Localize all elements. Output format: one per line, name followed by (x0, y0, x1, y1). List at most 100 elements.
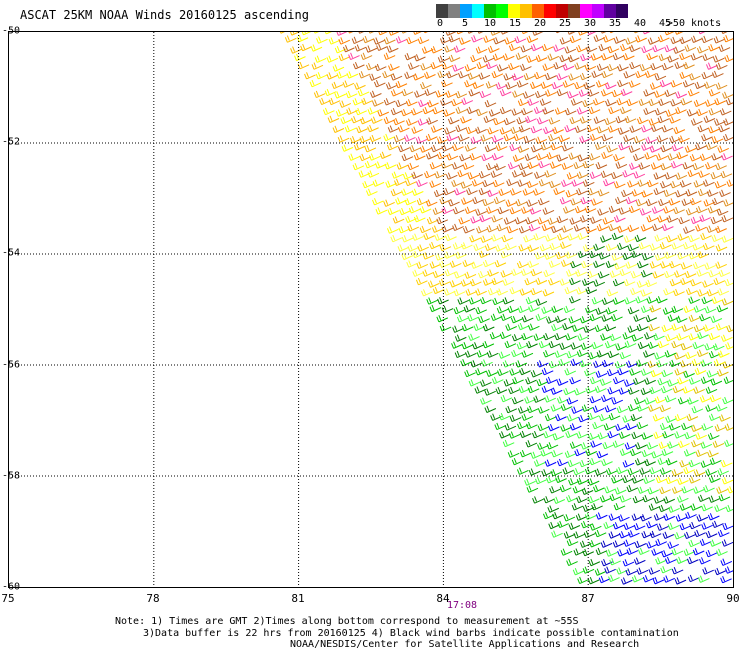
wind-barb (304, 72, 316, 80)
wind-barb (475, 126, 487, 134)
wind-barb (526, 55, 538, 63)
wind-barb (609, 32, 614, 34)
wind-barb (649, 530, 662, 539)
wind-barb (679, 360, 692, 368)
wind-barb (604, 324, 617, 332)
wind-barb (633, 135, 646, 144)
wind-barb (496, 288, 509, 296)
wind-barb (362, 35, 375, 44)
wind-barb (490, 170, 503, 178)
wind-barb (465, 350, 477, 358)
wind-barb (617, 79, 629, 88)
wind-barb (692, 162, 705, 171)
wind-barb (711, 234, 724, 243)
wind-barb (383, 98, 396, 106)
wind-barb (674, 431, 686, 439)
wind-barb (537, 406, 550, 414)
wind-barb (444, 251, 456, 259)
wind-barb (640, 270, 653, 278)
wind-barb (431, 225, 444, 233)
wind-barb (607, 350, 620, 359)
wind-barb (661, 63, 674, 71)
wind-barb (664, 270, 676, 279)
wind-barb (633, 557, 646, 565)
wind-barb (653, 187, 666, 196)
wind-barb (644, 377, 656, 385)
wind-barb (602, 441, 615, 450)
wind-barb (606, 368, 619, 377)
wind-barb (461, 323, 474, 332)
wind-barb (369, 134, 382, 143)
wind-barb (452, 64, 464, 72)
wind-barb (461, 197, 473, 205)
wind-barb (710, 315, 723, 323)
wind-barb (365, 188, 378, 196)
wind-barb (520, 45, 533, 53)
wind-barb (526, 35, 539, 43)
wind-barb (348, 32, 354, 34)
wind-barb (496, 64, 509, 72)
wind-barb (650, 369, 663, 378)
wind-barb (476, 226, 488, 234)
wind-barb (559, 278, 572, 286)
wind-barb (712, 197, 724, 206)
wind-barb (707, 206, 720, 214)
wind-barb (591, 341, 604, 350)
wind-barb (681, 422, 693, 431)
wind-barb (525, 377, 537, 385)
wind-barb (348, 52, 360, 60)
wind-barb (667, 441, 679, 449)
wind-barb (717, 369, 729, 377)
wind-barb (708, 475, 721, 483)
wind-barb (571, 406, 583, 414)
wind-barb (579, 359, 592, 368)
wind-barb (613, 154, 625, 162)
wind-barb (585, 45, 598, 53)
wind-barb (377, 109, 390, 117)
wind-barb (600, 235, 612, 243)
wind-barb (600, 540, 613, 548)
wind-barb (556, 378, 569, 386)
wind-barb (455, 91, 468, 99)
wind-barb (475, 306, 487, 315)
wind-barb (675, 514, 688, 522)
wind-barb (628, 205, 641, 214)
wind-barb (663, 288, 675, 296)
wind-barb (523, 235, 535, 243)
wind-barb (686, 556, 699, 565)
wind-barb (392, 216, 405, 224)
wind-barb (482, 340, 495, 349)
wind-barb (576, 349, 589, 358)
wind-barb (642, 575, 655, 583)
wind-barb (469, 279, 482, 287)
wind-barb (686, 397, 699, 405)
wind-barb (453, 45, 466, 53)
wind-barb (657, 35, 670, 43)
wind-barb (577, 250, 590, 259)
wind-barb (652, 271, 665, 279)
wind-barb (395, 80, 408, 89)
wind-barb (494, 259, 507, 268)
wind-barb (346, 71, 359, 79)
wind-barb (397, 244, 410, 252)
wind-barb (458, 217, 471, 225)
wind-barb (546, 442, 559, 450)
wind-barb (696, 514, 709, 522)
wind-barb (421, 289, 433, 297)
wind-barb (554, 107, 567, 115)
wind-barb (546, 476, 558, 484)
wind-barb (667, 55, 679, 63)
wind-barb (660, 566, 672, 574)
wind-barb (482, 259, 495, 268)
colorbar-cell (556, 4, 568, 18)
wind-barb (715, 244, 728, 252)
wind-barb (616, 405, 629, 414)
wind-barb (696, 269, 709, 277)
wind-barb (608, 205, 621, 214)
wind-barb (641, 143, 653, 151)
wind-barb (420, 82, 432, 90)
wind-barb (675, 32, 684, 35)
wind-barb (335, 109, 348, 117)
wind-barb (413, 32, 422, 35)
wind-barb (630, 413, 643, 422)
